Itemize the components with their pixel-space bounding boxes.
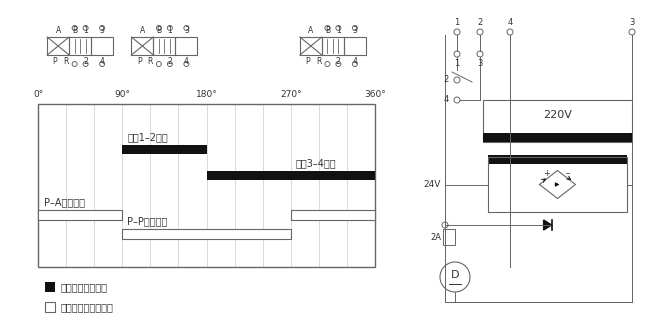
Text: P: P <box>305 57 310 66</box>
Text: A: A <box>308 26 313 35</box>
Text: R: R <box>63 57 69 66</box>
Text: 270°: 270° <box>280 90 301 99</box>
Bar <box>207 171 375 180</box>
Bar <box>344 37 366 55</box>
Text: 1: 1 <box>454 18 460 27</box>
Bar <box>38 104 375 267</box>
Text: B: B <box>72 26 77 35</box>
Text: 端字3–4触点: 端字3–4触点 <box>295 158 336 168</box>
Text: R: R <box>316 57 321 66</box>
Text: 4: 4 <box>184 57 189 66</box>
Text: 4: 4 <box>508 18 513 27</box>
Text: 1: 1 <box>167 26 172 35</box>
Bar <box>45 282 55 292</box>
Text: 24V: 24V <box>424 180 441 189</box>
Text: 3: 3 <box>352 26 358 35</box>
Text: P: P <box>53 57 57 66</box>
Text: 4: 4 <box>99 57 105 66</box>
Bar <box>175 37 197 55</box>
Text: 2: 2 <box>83 57 88 66</box>
Bar <box>91 37 113 55</box>
Bar <box>291 210 375 220</box>
Bar <box>300 37 322 55</box>
Text: 2A: 2A <box>430 232 441 241</box>
Text: –: – <box>565 170 570 179</box>
Circle shape <box>440 262 470 292</box>
Text: 180°: 180° <box>195 90 217 99</box>
Text: 4: 4 <box>444 96 449 105</box>
Text: 换向阀进出油口开启: 换向阀进出油口开启 <box>61 302 114 312</box>
Text: 360°: 360° <box>364 90 386 99</box>
Bar <box>131 37 153 55</box>
Bar <box>488 157 627 212</box>
Text: B: B <box>325 26 330 35</box>
Bar <box>488 155 627 164</box>
Text: 3: 3 <box>478 59 483 68</box>
Text: 3: 3 <box>99 26 105 35</box>
Text: 1: 1 <box>83 26 88 35</box>
Bar <box>483 133 632 142</box>
Bar <box>153 37 175 55</box>
Bar <box>122 229 291 239</box>
Text: B: B <box>156 26 161 35</box>
Text: 2: 2 <box>336 57 341 66</box>
Text: 220V: 220V <box>543 110 572 120</box>
Text: 4: 4 <box>352 57 358 66</box>
Bar <box>38 210 122 220</box>
Text: 1: 1 <box>336 26 341 35</box>
Text: 2: 2 <box>167 57 172 66</box>
Text: 3: 3 <box>629 18 635 27</box>
Text: 2: 2 <box>478 18 483 27</box>
Text: 限位开关触点闭合: 限位开关触点闭合 <box>61 282 108 292</box>
Bar <box>47 37 69 55</box>
Text: 0°: 0° <box>33 90 43 99</box>
Text: +: + <box>543 170 550 179</box>
Text: 2: 2 <box>444 75 449 85</box>
Bar <box>45 302 55 312</box>
Text: D: D <box>451 270 460 280</box>
Polygon shape <box>544 220 552 230</box>
Text: P: P <box>137 57 141 66</box>
Text: 90°: 90° <box>114 90 130 99</box>
Bar <box>69 37 91 55</box>
Bar <box>122 145 207 154</box>
Bar <box>443 229 455 245</box>
Text: 端字1–2触点: 端字1–2触点 <box>127 132 168 142</box>
Text: R: R <box>147 57 153 66</box>
Bar <box>483 100 632 142</box>
Text: A: A <box>55 26 61 35</box>
Text: P–A自由通过: P–A自由通过 <box>44 197 85 207</box>
Bar <box>322 37 344 55</box>
Text: P–P自由通过: P–P自由通过 <box>127 216 167 226</box>
Text: 1: 1 <box>454 59 460 68</box>
Text: A: A <box>140 26 145 35</box>
Text: 3: 3 <box>184 26 189 35</box>
